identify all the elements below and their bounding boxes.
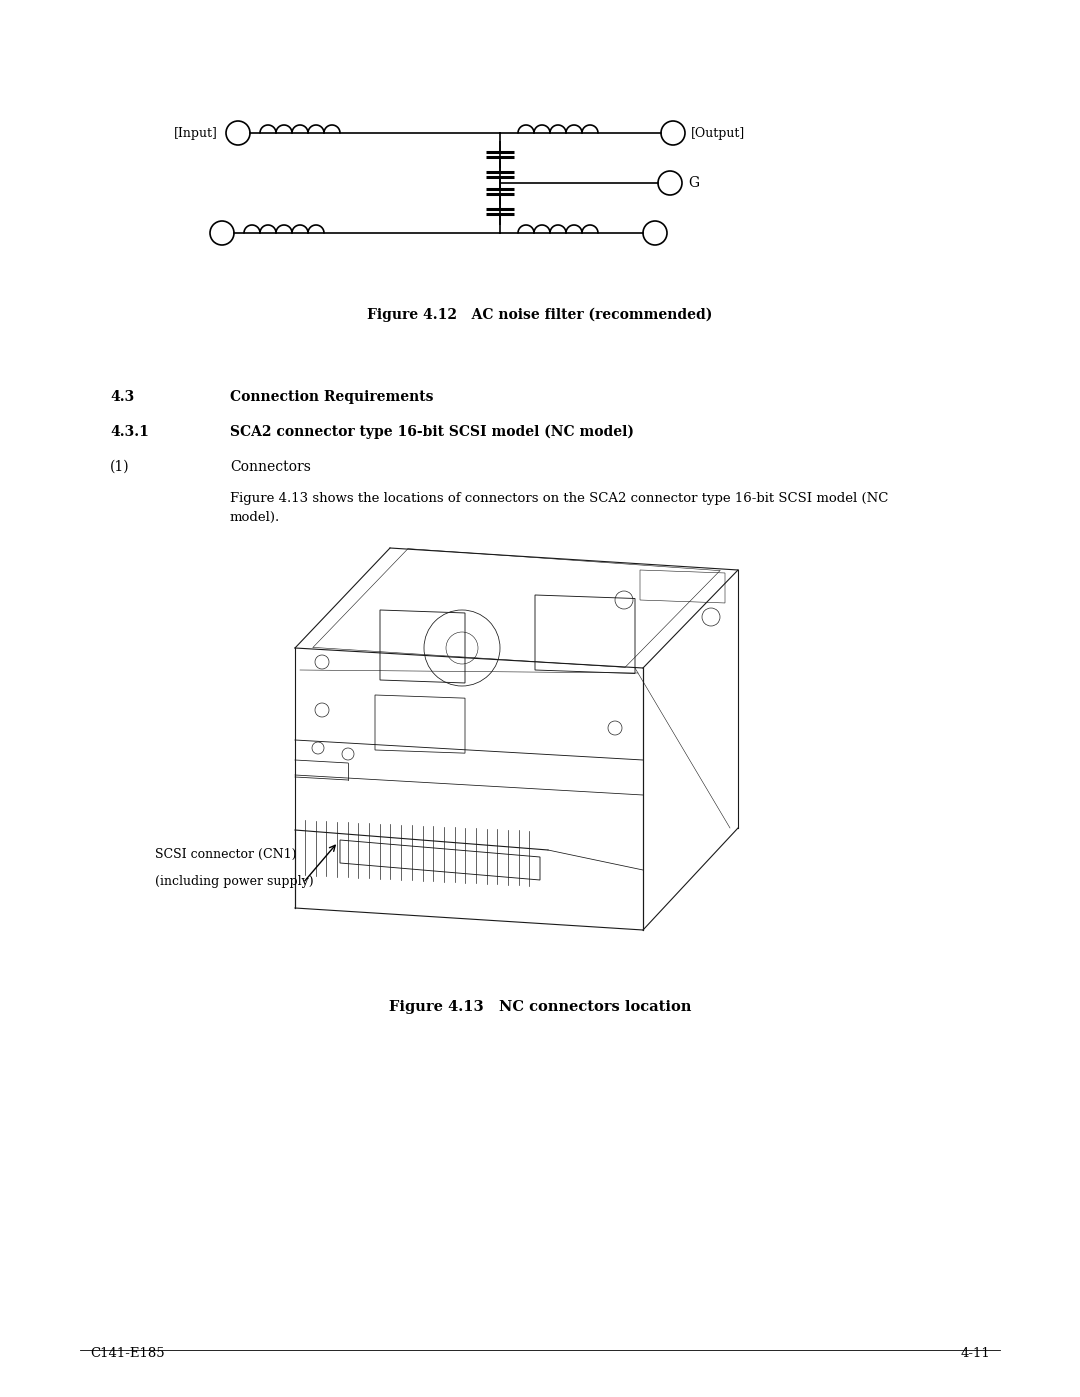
Text: Figure 4.13 shows the locations of connectors on the SCA2 connector type 16-bit : Figure 4.13 shows the locations of conne…: [230, 492, 889, 524]
Text: [Input]: [Input]: [174, 127, 218, 140]
Text: Connection Requirements: Connection Requirements: [230, 390, 433, 404]
Text: SCSI connector (CN1): SCSI connector (CN1): [156, 848, 297, 861]
Text: (1): (1): [110, 460, 130, 474]
Text: 4.3.1: 4.3.1: [110, 425, 149, 439]
Text: SCA2 connector type 16-bit SCSI model (NC model): SCA2 connector type 16-bit SCSI model (N…: [230, 425, 634, 440]
Text: [Output]: [Output]: [691, 127, 745, 140]
Text: (including power supply): (including power supply): [156, 875, 313, 888]
Text: Figure 4.13   NC connectors location: Figure 4.13 NC connectors location: [389, 1000, 691, 1014]
Text: 4.3: 4.3: [110, 390, 134, 404]
Text: G: G: [688, 176, 699, 190]
Text: Figure 4.12   AC noise filter (recommended): Figure 4.12 AC noise filter (recommended…: [367, 307, 713, 323]
Text: 4-11: 4-11: [960, 1347, 990, 1361]
Text: C141-E185: C141-E185: [90, 1347, 164, 1361]
Text: Connectors: Connectors: [230, 460, 311, 474]
